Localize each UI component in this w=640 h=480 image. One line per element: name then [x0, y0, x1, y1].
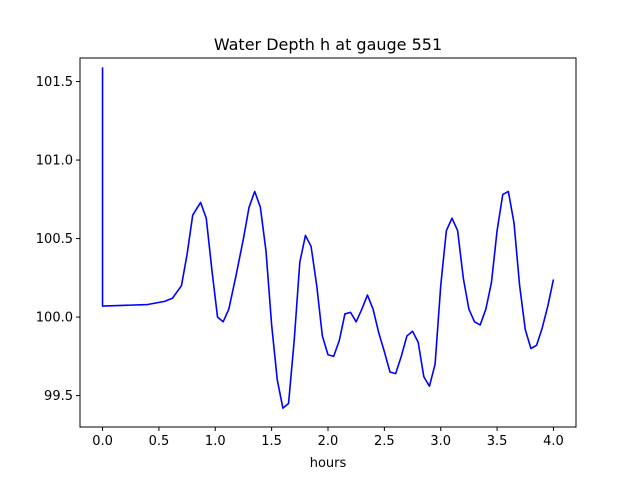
x-tick-label: 1.5 — [261, 434, 282, 449]
y-tick-label: 100.5 — [36, 232, 73, 247]
chart-title: Water Depth h at gauge 551 — [214, 35, 442, 54]
x-tick-label: 0.0 — [92, 434, 113, 449]
x-tick-label: 3.5 — [487, 434, 508, 449]
x-axis-label: hours — [310, 456, 347, 471]
x-tick-label: 1.0 — [205, 434, 226, 449]
x-tick-label: 2.5 — [374, 434, 395, 449]
x-tick-label: 3.0 — [430, 434, 451, 449]
y-tick-label: 100.0 — [36, 311, 73, 326]
x-tick-label: 4.0 — [543, 434, 564, 449]
x-tick-label: 2.0 — [318, 434, 339, 449]
x-tick-label: 0.5 — [149, 434, 170, 449]
y-tick-label: 101.0 — [36, 154, 73, 169]
y-tick-label: 101.5 — [36, 75, 73, 90]
series-line-0 — [101, 67, 555, 409]
plot-area: 0.0 0.5 1.0 1.5 2.0 2.5 3.0 3.5 4.0 99.5 100.0 100.… — [36, 57, 577, 449]
y-tick-label: 99.5 — [44, 389, 73, 404]
